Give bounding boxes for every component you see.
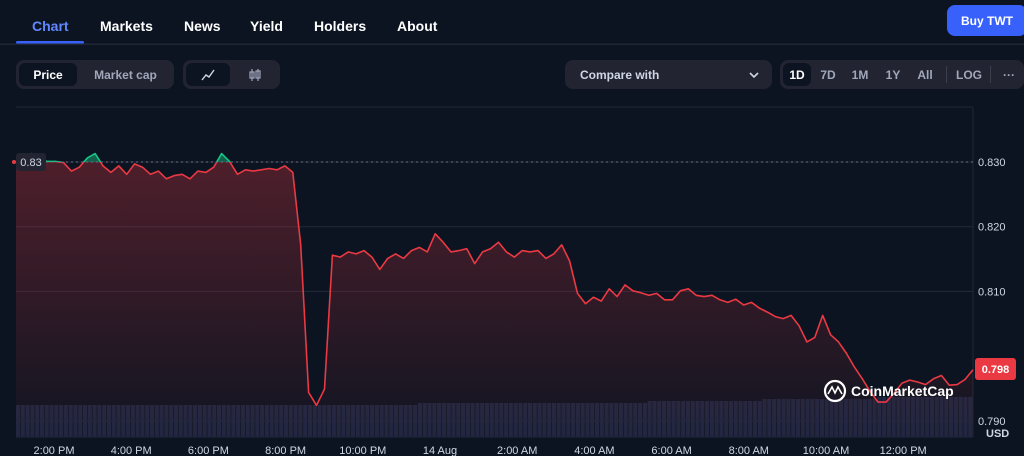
candlestick-icon xyxy=(249,68,261,81)
x-tick-label: 10:00 PM xyxy=(339,445,386,456)
range-1m[interactable]: 1M xyxy=(851,67,869,82)
coinmarketcap-logo-icon xyxy=(823,379,847,403)
open-price-tag xyxy=(16,153,46,171)
tab-yield[interactable]: Yield xyxy=(250,18,283,34)
x-tick-label: 6:00 PM xyxy=(188,445,229,456)
price-marketcap-toggle: Price Market cap xyxy=(16,60,174,89)
log-scale-button[interactable]: LOG xyxy=(956,67,982,82)
candlestick-button[interactable] xyxy=(233,63,277,86)
more-options-button[interactable]: ··· xyxy=(1003,67,1015,82)
line-chart-button[interactable] xyxy=(186,63,230,86)
y-tick-label: 0.790 xyxy=(978,416,1006,428)
market-cap-button[interactable]: Market cap xyxy=(94,67,157,82)
x-tick-label: 4:00 PM xyxy=(111,445,152,456)
current-price-tag xyxy=(975,358,1016,381)
x-tick-label: 8:00 PM xyxy=(265,445,306,456)
open-price-dot xyxy=(12,160,16,164)
chevron-down-icon xyxy=(749,72,759,79)
coinmarketcap-watermark: CoinMarketCap xyxy=(823,379,954,403)
x-tick-label: 2:00 AM xyxy=(497,445,537,456)
x-tick-label: 4:00 AM xyxy=(574,445,614,456)
tab-about[interactable]: About xyxy=(397,18,438,34)
price-line-down xyxy=(16,162,974,407)
x-tick-label: 14 Aug xyxy=(423,445,457,456)
range-1y[interactable]: 1Y xyxy=(885,67,901,82)
range-1d[interactable]: 1D xyxy=(783,63,811,86)
range-divider-2 xyxy=(990,66,991,83)
range-divider xyxy=(946,66,947,83)
line-chart-icon xyxy=(201,69,215,80)
x-tick-label: 2:00 PM xyxy=(34,445,75,456)
y-tick-label: 0.810 xyxy=(978,286,1006,298)
open-price-label: 0.83 xyxy=(20,157,41,169)
x-tick-label: 10:00 AM xyxy=(803,445,849,456)
x-tick-label: 6:00 AM xyxy=(651,445,691,456)
watermark-text: CoinMarketCap xyxy=(851,383,954,399)
chart-type-toggle xyxy=(183,60,280,89)
y-axis: 0.830 0.820 0.810 0.790 0.798 USD xyxy=(975,157,1016,440)
price-series xyxy=(15,152,974,437)
current-price-label: 0.798 xyxy=(982,364,1010,376)
y-tick-label: 0.830 xyxy=(978,157,1006,169)
price-area-down xyxy=(16,162,973,437)
time-range-selector: 1D 7D 1M 1Y All LOG ··· xyxy=(780,60,1024,89)
y-tick-label: 0.820 xyxy=(978,222,1006,234)
price-button[interactable]: Price xyxy=(19,63,77,86)
compare-with-dropdown[interactable]: Compare with xyxy=(565,60,772,89)
coinmarketcap-logo-mark xyxy=(827,385,843,395)
range-7d[interactable]: 7D xyxy=(820,67,836,82)
active-tab-indicator xyxy=(16,41,84,44)
range-all[interactable]: All xyxy=(917,67,933,82)
price-markers: 0.83 xyxy=(12,153,973,171)
tab-news[interactable]: News xyxy=(184,18,221,34)
tab-chart[interactable]: Chart xyxy=(32,18,69,34)
x-tick-label: 8:00 AM xyxy=(729,445,769,456)
tab-markets[interactable]: Markets xyxy=(100,18,153,34)
currency-label: USD xyxy=(986,428,1009,440)
x-tick-label: 12:00 PM xyxy=(880,445,927,456)
buy-twt-button[interactable]: Buy TWT xyxy=(947,5,1024,36)
x-axis: 2:00 PM 4:00 PM 6:00 PM 8:00 PM 10:00 PM 14 A… xyxy=(34,445,927,456)
tab-holders[interactable]: Holders xyxy=(314,18,367,34)
compare-with-label: Compare with xyxy=(580,68,660,82)
